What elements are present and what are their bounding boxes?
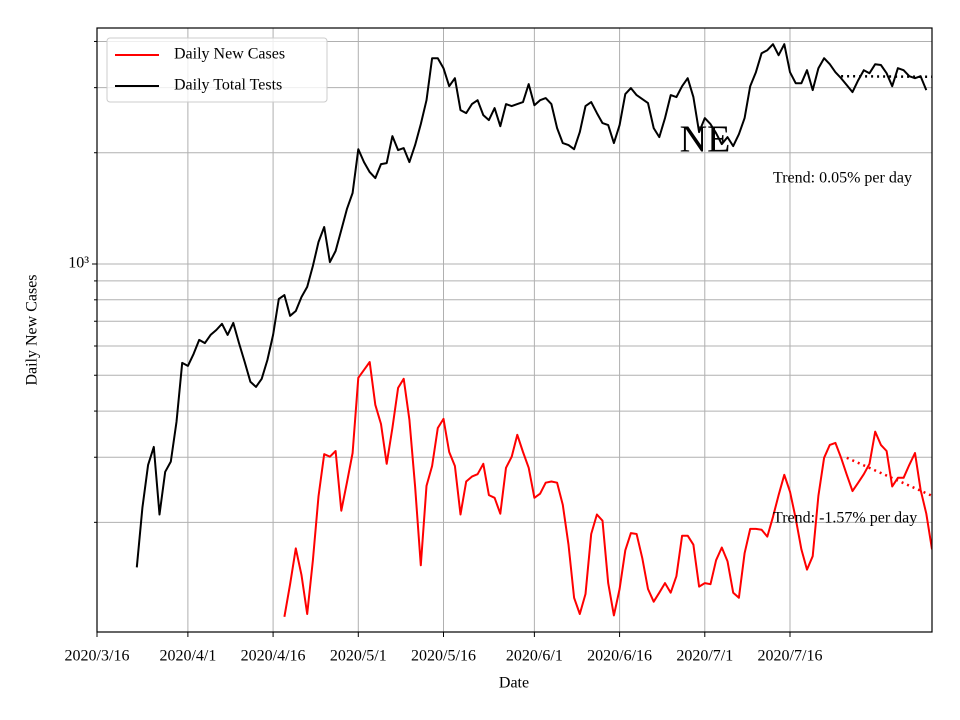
grid xyxy=(96,28,932,632)
y-axis-label: Daily New Cases xyxy=(24,274,41,385)
trend-label: Trend: -1.57% per day xyxy=(773,510,917,527)
x-tick-label: 2020/3/16 xyxy=(65,648,130,665)
x-tick-label: 2020/5/1 xyxy=(330,648,387,665)
x-axis-label: Date xyxy=(499,675,529,692)
legend-label: Daily Total Tests xyxy=(174,77,282,94)
plot-area xyxy=(135,43,932,617)
line-series xyxy=(135,43,928,568)
x-tick-label: 2020/6/16 xyxy=(587,648,652,665)
axes-frame xyxy=(96,27,933,633)
trend-label: Trend: 0.05% per day xyxy=(773,170,912,187)
x-tick-label: 2020/4/1 xyxy=(159,648,216,665)
state-label: NE xyxy=(680,119,731,161)
x-tick-label: 2020/6/1 xyxy=(506,648,563,665)
legend-box xyxy=(106,37,328,103)
x-tick-label: 2020/7/16 xyxy=(758,648,823,665)
line-series xyxy=(283,361,932,617)
x-tick-label: 2020/4/16 xyxy=(241,648,306,665)
legend: Daily New Cases Daily Total Tests xyxy=(106,37,328,103)
legend-label: Daily New Cases xyxy=(174,46,285,63)
x-tick-label: 2020/7/1 xyxy=(676,648,733,665)
x-tick-label: 2020/5/16 xyxy=(411,648,476,665)
y-tick-label: 10³ xyxy=(68,255,89,272)
